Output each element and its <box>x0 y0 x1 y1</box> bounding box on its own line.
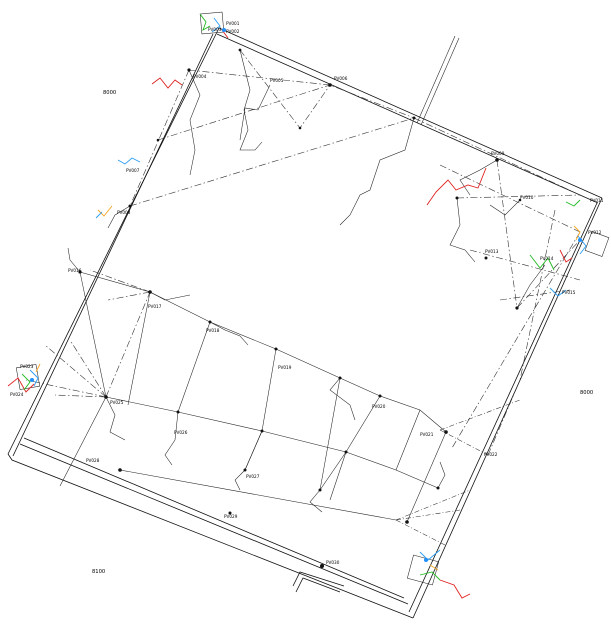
point-label: PV030 <box>326 560 340 565</box>
point-label: PV015 <box>562 290 576 295</box>
point-label: PV006 <box>334 76 348 81</box>
point-label: PV027 <box>246 474 260 479</box>
point-label: PV022 <box>484 452 498 457</box>
point-label: PV023 <box>20 364 34 369</box>
elevation-label-right: 8000 <box>580 390 593 396</box>
point-label: PV005 <box>270 78 284 83</box>
dashdot-grid-lines <box>25 49 581 546</box>
point-labels: PV001 PV002 PV003 PV004 PV005 PV006 PV00… <box>10 21 604 565</box>
point-label: PV020 <box>372 404 386 409</box>
point-label: PV026 <box>174 430 188 435</box>
point-label: PV019 <box>278 365 292 370</box>
point-label: PV017 <box>148 304 162 309</box>
point-label: PV001 <box>226 21 240 26</box>
colored-paths <box>7 13 587 599</box>
point-label: PV010 <box>520 195 534 200</box>
point-label: PV009 <box>491 151 505 156</box>
point-label: PV021 <box>420 432 434 437</box>
building-wall-outline <box>7 11 610 619</box>
point-label: PV013 <box>485 249 499 254</box>
point-label: PV007 <box>126 168 140 173</box>
elevation-label-top-left: 8000 <box>103 90 116 96</box>
point-label: PV004 <box>193 74 207 79</box>
point-label: PV011 <box>590 198 604 203</box>
traverse-paths <box>67 49 546 513</box>
point-label: PV025 <box>110 400 124 405</box>
point-label: PV012 <box>588 230 602 235</box>
point-label: PV029 <box>224 514 238 519</box>
point-label: PV016 <box>68 268 82 273</box>
point-label: PV014 <box>540 256 554 261</box>
point-label: PV024 <box>10 392 24 397</box>
survey-nodes <box>30 28 582 568</box>
point-label: PV018 <box>206 328 220 333</box>
point-label: PV002 <box>226 29 240 34</box>
point-label: PV008 <box>117 210 131 215</box>
elevation-label-bottom-left: 8100 <box>92 569 105 575</box>
point-label: PV028 <box>86 458 100 463</box>
point-label: PV003 <box>208 27 222 32</box>
